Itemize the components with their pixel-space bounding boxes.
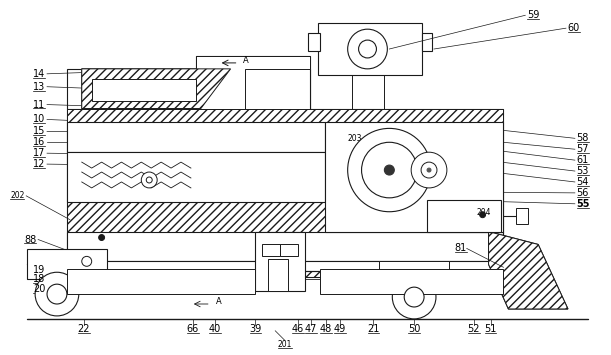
Bar xyxy=(67,109,503,277)
Text: 61: 61 xyxy=(577,155,589,165)
Circle shape xyxy=(98,235,104,240)
Text: 57: 57 xyxy=(577,144,589,154)
Text: 13: 13 xyxy=(33,82,45,92)
Text: 81: 81 xyxy=(455,244,467,253)
Bar xyxy=(427,200,502,231)
Circle shape xyxy=(411,152,447,188)
Circle shape xyxy=(384,165,394,175)
Circle shape xyxy=(362,142,417,198)
Bar xyxy=(320,269,503,294)
Text: 59: 59 xyxy=(527,10,540,20)
Bar xyxy=(379,261,449,271)
Text: 21: 21 xyxy=(367,324,379,334)
Circle shape xyxy=(480,212,486,218)
Bar xyxy=(67,261,503,271)
Circle shape xyxy=(82,256,92,266)
Text: 16: 16 xyxy=(33,137,45,147)
Circle shape xyxy=(392,275,436,319)
Bar xyxy=(67,152,325,202)
Text: 203: 203 xyxy=(348,134,362,143)
Text: 88: 88 xyxy=(24,235,36,245)
Text: 54: 54 xyxy=(577,177,589,187)
Bar xyxy=(196,56,310,110)
Text: 55: 55 xyxy=(576,199,590,209)
Text: 202: 202 xyxy=(10,191,24,200)
Text: 19: 19 xyxy=(33,265,45,275)
Bar xyxy=(318,23,422,75)
Text: A: A xyxy=(243,56,248,65)
Polygon shape xyxy=(82,69,230,109)
Text: 60: 60 xyxy=(568,23,580,33)
Bar xyxy=(516,208,529,224)
Circle shape xyxy=(404,287,424,307)
Text: 48: 48 xyxy=(320,324,332,334)
Text: 22: 22 xyxy=(78,324,90,334)
Circle shape xyxy=(348,129,431,212)
Text: 49: 49 xyxy=(334,324,346,334)
Text: 204: 204 xyxy=(477,208,491,217)
Circle shape xyxy=(348,29,387,69)
Circle shape xyxy=(35,272,79,316)
Circle shape xyxy=(427,168,431,172)
Text: 15: 15 xyxy=(33,126,45,136)
Polygon shape xyxy=(196,56,310,109)
Bar xyxy=(422,33,432,51)
Text: 11: 11 xyxy=(33,99,45,110)
Bar xyxy=(280,245,298,256)
Circle shape xyxy=(421,162,437,178)
Text: 17: 17 xyxy=(33,148,45,158)
Bar xyxy=(92,79,196,100)
Polygon shape xyxy=(489,231,568,309)
Circle shape xyxy=(141,172,157,188)
Bar xyxy=(262,245,280,256)
Text: 52: 52 xyxy=(467,324,480,334)
Polygon shape xyxy=(489,231,568,309)
Text: 50: 50 xyxy=(408,324,420,334)
Text: 47: 47 xyxy=(305,324,317,334)
Text: 51: 51 xyxy=(485,324,497,334)
Text: 10: 10 xyxy=(33,114,45,125)
Text: 40: 40 xyxy=(208,324,221,334)
Circle shape xyxy=(146,177,152,183)
Bar xyxy=(308,33,320,51)
Bar xyxy=(255,231,305,291)
Text: 58: 58 xyxy=(577,133,589,143)
Text: 14: 14 xyxy=(33,69,45,79)
Bar xyxy=(325,122,503,231)
Text: 20: 20 xyxy=(33,284,45,294)
Text: 53: 53 xyxy=(577,166,589,176)
Text: A: A xyxy=(216,296,221,306)
Text: 18: 18 xyxy=(33,274,45,284)
Text: 46: 46 xyxy=(292,324,304,334)
Bar xyxy=(67,269,255,294)
Bar xyxy=(67,231,503,261)
Circle shape xyxy=(47,284,67,304)
Polygon shape xyxy=(82,69,230,109)
Circle shape xyxy=(359,40,376,58)
Bar xyxy=(67,69,310,109)
Text: 66: 66 xyxy=(187,324,199,334)
Bar xyxy=(268,260,288,291)
Bar xyxy=(27,250,106,279)
Text: 39: 39 xyxy=(249,324,262,334)
Text: 12: 12 xyxy=(33,159,45,169)
Text: 201: 201 xyxy=(278,340,292,349)
Bar xyxy=(67,122,325,152)
Text: 56: 56 xyxy=(577,188,589,198)
Bar xyxy=(67,109,503,122)
